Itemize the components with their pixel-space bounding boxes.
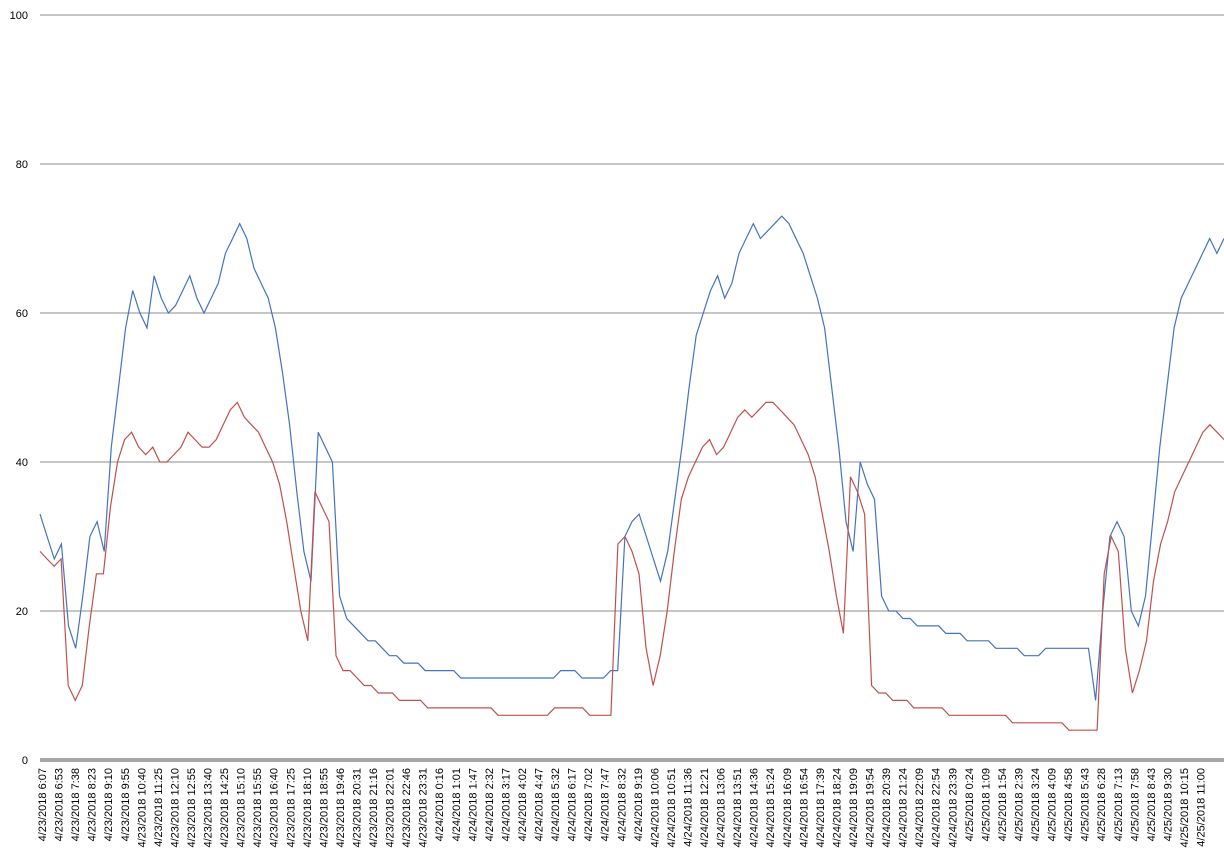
- x-tick-label: 4/25/2018 2:39: [1014, 768, 1026, 841]
- x-tick-label: 4/25/2018 9:30: [1162, 768, 1174, 841]
- x-tick-label: 4/24/2018 6:17: [567, 768, 579, 841]
- x-tick-label: 4/23/2018 22:46: [401, 768, 413, 848]
- x-tick-label: 4/24/2018 15:24: [765, 768, 777, 848]
- x-tick-label: 4/24/2018 1:47: [467, 768, 479, 841]
- y-tick-label: 0: [22, 755, 28, 767]
- x-tick-label: 4/23/2018 15:10: [236, 768, 248, 848]
- x-tick-label: 4/24/2018 22:54: [931, 768, 943, 848]
- x-tick-label: 4/24/2018 4:02: [517, 768, 529, 841]
- x-tick-label: 4/24/2018 10:51: [666, 768, 678, 848]
- x-tick-label: 4/24/2018 16:09: [782, 768, 794, 848]
- x-tick-label: 4/24/2018 20:39: [881, 768, 893, 848]
- y-tick-label: 100: [10, 10, 28, 22]
- x-tick-label: 4/24/2018 23:39: [947, 768, 959, 848]
- x-tick-label: 4/25/2018 7:58: [1129, 768, 1141, 841]
- x-tick-label: 4/24/2018 4:47: [534, 768, 546, 841]
- x-tick-label: 4/25/2018 8:43: [1146, 768, 1158, 841]
- x-tick-label: 4/23/2018 13:40: [203, 768, 215, 848]
- y-tick-label: 60: [16, 308, 28, 320]
- x-tick-label: 4/23/2018 16:40: [269, 768, 281, 848]
- y-tick-label: 40: [16, 457, 28, 469]
- x-tick-label: 4/24/2018 12:21: [699, 768, 711, 848]
- x-tick-label: 4/25/2018 6:28: [1096, 768, 1108, 841]
- x-tick-label: 4/24/2018 7:47: [600, 768, 612, 841]
- y-tick-label: 20: [16, 606, 28, 618]
- x-tick-label: 4/24/2018 16:54: [798, 768, 810, 848]
- x-tick-label: 4/23/2018 21:16: [368, 768, 380, 848]
- x-tick-label: 4/24/2018 9:19: [633, 768, 645, 841]
- x-tick-label: 4/24/2018 14:36: [749, 768, 761, 848]
- x-tick-label: 4/25/2018 4:58: [1063, 768, 1075, 841]
- x-tick-label: 4/23/2018 18:55: [318, 768, 330, 848]
- x-tick-label: 4/24/2018 1:01: [451, 768, 463, 841]
- x-tick-label: 4/24/2018 11:36: [683, 768, 695, 847]
- x-tick-label: 4/23/2018 7:38: [70, 768, 82, 841]
- x-tick-label: 4/25/2018 10:15: [1179, 768, 1191, 848]
- x-tick-label: 4/25/2018 1:09: [980, 768, 992, 841]
- x-tick-label: 4/24/2018 18:24: [831, 768, 843, 848]
- x-tick-label: 4/23/2018 17:25: [285, 768, 297, 848]
- x-tick-label: 4/23/2018 15:55: [252, 768, 264, 848]
- x-tick-label: 4/25/2018 11:00: [1196, 768, 1208, 847]
- x-tick-label: 4/23/2018 8:23: [87, 768, 99, 841]
- x-tick-label: 4/23/2018 12:10: [169, 768, 181, 848]
- x-tick-label: 4/25/2018 5:43: [1080, 768, 1092, 841]
- x-tick-label: 4/24/2018 17:39: [815, 768, 827, 848]
- x-tick-label: 4/23/2018 19:46: [335, 768, 347, 848]
- x-tick-label: 4/25/2018 7:13: [1113, 768, 1125, 841]
- x-tick-label: 4/23/2018 11:25: [153, 768, 165, 847]
- x-tick-label: 4/23/2018 23:31: [418, 768, 430, 848]
- x-tick-label: 4/24/2018 8:32: [616, 768, 628, 841]
- x-tick-label: 4/24/2018 10:06: [649, 768, 661, 848]
- x-tick-label: 4/25/2018 1:54: [997, 768, 1009, 841]
- x-tick-label: 4/23/2018 6:07: [37, 768, 49, 841]
- x-tick-label: 4/24/2018 3:17: [500, 768, 512, 841]
- x-tick-label: 4/23/2018 6:53: [54, 768, 66, 841]
- x-tick-label: 4/24/2018 21:24: [898, 768, 910, 848]
- x-tick-label: 4/24/2018 2:32: [484, 768, 496, 841]
- x-tick-label: 4/25/2018 3:24: [1030, 768, 1042, 841]
- x-tick-label: 4/24/2018 5:32: [550, 768, 562, 841]
- x-tick-label: 4/24/2018 13:51: [732, 768, 744, 848]
- x-tick-label: 4/24/2018 22:09: [914, 768, 926, 848]
- x-tick-label: 4/23/2018 12:55: [186, 768, 198, 848]
- x-tick-label: 4/23/2018 20:31: [351, 768, 363, 848]
- x-tick-label: 4/23/2018 10:40: [136, 768, 148, 848]
- x-tick-label: 4/23/2018 22:01: [385, 768, 397, 848]
- x-tick-label: 4/24/2018 0:16: [434, 768, 446, 841]
- x-tick-label: 4/24/2018 19:09: [848, 768, 860, 848]
- series-line: [39, 401, 1224, 731]
- x-tick-label: 4/23/2018 18:10: [302, 768, 314, 848]
- x-tick-label: 4/23/2018 9:55: [120, 768, 132, 841]
- x-tick-label: 4/25/2018 4:09: [1047, 768, 1059, 841]
- y-tick-label: 80: [16, 159, 28, 171]
- series-line: [39, 215, 1224, 701]
- x-tick-label: 4/24/2018 19:54: [865, 768, 877, 848]
- x-tick-label: 4/24/2018 13:06: [716, 768, 728, 848]
- x-tick-label: 4/23/2018 14:25: [219, 768, 231, 848]
- x-tick-label: 4/23/2018 9:10: [103, 768, 115, 841]
- x-tick-label: 4/24/2018 7:02: [583, 768, 595, 841]
- x-tick-label: 4/25/2018 0:24: [964, 768, 976, 841]
